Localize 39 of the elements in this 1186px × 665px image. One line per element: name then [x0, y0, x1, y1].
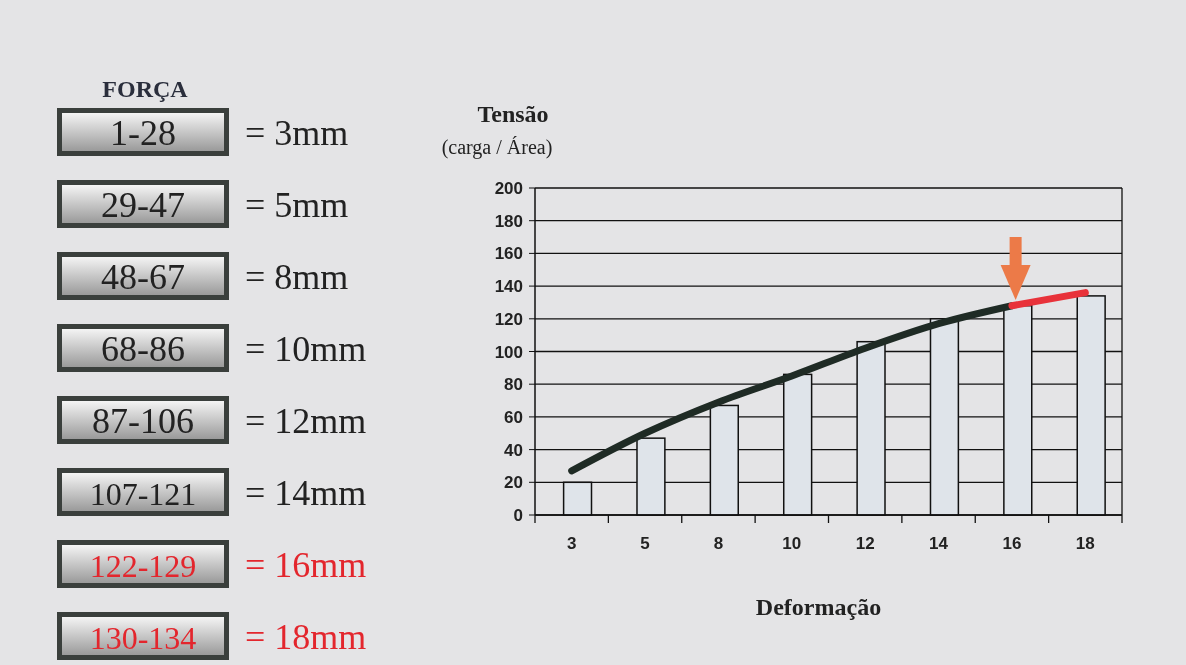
y-tick-label: 40 [504, 440, 523, 460]
y-tick-label: 120 [494, 309, 523, 329]
text: = 5mm [245, 185, 349, 225]
text: = 3mm [245, 113, 349, 153]
y-tick-label: 60 [504, 407, 523, 427]
x-tick-label: 10 [782, 534, 802, 553]
category-label: 68-86 [101, 329, 185, 369]
y-tick-label: 80 [504, 375, 523, 395]
x-tick-label: 8 [713, 534, 724, 553]
y-tick-label: 100 [494, 342, 523, 362]
x-tick-label: 12 [855, 534, 875, 553]
category-label: 29-47 [101, 185, 185, 225]
text: (carga / Área) [441, 136, 553, 159]
x-tick-label: 14 [929, 534, 949, 553]
text: = 8mm [245, 257, 349, 297]
x-tick-label: 16 [1002, 534, 1022, 553]
category-label: 87-106 [92, 401, 194, 441]
y-tick-label: 20 [504, 473, 523, 493]
text: = 10mm [245, 329, 367, 369]
text: FORÇA [102, 76, 189, 102]
y-tick-label: 200 [494, 179, 523, 198]
text: = 16mm [245, 545, 367, 585]
y-tick-label: 140 [494, 277, 523, 297]
text: = 18mm [245, 617, 367, 657]
y-axis-title: Tensão [477, 101, 549, 127]
text: = 14mm [245, 473, 367, 513]
category-label: 48-67 [101, 257, 185, 297]
x-tick-label: 18 [1075, 534, 1095, 553]
category-label: 130-134 [89, 620, 197, 656]
text: = 12mm [245, 401, 367, 441]
category-label: 1-28 [110, 113, 176, 153]
y-tick-label: 0 [513, 506, 523, 525]
category-label: 107-121 [89, 476, 197, 512]
y-tick-label: 180 [494, 211, 523, 231]
y-tick-label: 160 [494, 244, 523, 264]
x-axis-title: Deformação [755, 594, 882, 620]
category-label: 122-129 [89, 548, 197, 584]
x-tick-label: 3 [566, 534, 577, 553]
x-tick-label: 5 [640, 534, 650, 553]
